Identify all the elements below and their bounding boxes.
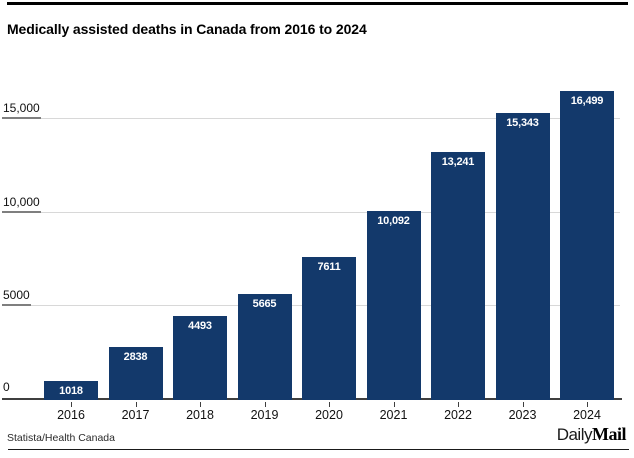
bar-value-label: 7611 (317, 261, 341, 274)
x-axis-tick (329, 402, 330, 407)
x-axis-tick-label: 2024 (573, 408, 601, 422)
bar-2023: 15,343 (495, 112, 550, 400)
x-axis-tick-label: 2021 (379, 408, 408, 422)
y-axis-tick-label: 0 (3, 380, 10, 394)
bar-column-2020: 7611 2020 (302, 257, 356, 421)
bar-2017: 2838 (108, 346, 163, 400)
y-axis-tick-label: 15,000 (2, 102, 41, 119)
bar-value-label: 4493 (188, 319, 212, 332)
x-axis-tick-label: 2023 (508, 408, 537, 422)
bar-chart-plot-area: 0 5000 10,000 15,000 1018 2016 2838 2017 4493 20… (0, 85, 634, 421)
chart-title: Medically assisted deaths in Canada from… (7, 21, 367, 37)
top-rule (7, 2, 628, 5)
x-axis-tick-label: 2016 (57, 408, 85, 422)
x-axis-tick-label: 2018 (186, 408, 214, 422)
x-axis-tick (264, 402, 266, 407)
x-axis-tick (71, 402, 72, 407)
dailymail-logo-mail: Mail (592, 424, 627, 444)
bars-container: 1018 2016 2838 2017 4493 2018 5665 2019 7611 2020… (44, 85, 614, 421)
dailymail-logo: DailyMail (556, 424, 627, 445)
bar-2020: 7611 (302, 257, 356, 400)
bar-value-label: 13,241 (441, 155, 475, 168)
source-attribution: Statista/Health Canada (7, 432, 115, 444)
x-axis-tick-label: 2022 (444, 408, 472, 422)
bar-2022: 13,241 (431, 151, 485, 400)
bar-value-label: 2838 (123, 350, 148, 363)
y-axis-tick-label: 10,000 (2, 196, 41, 213)
bottom-rule (8, 449, 629, 450)
x-axis-tick-label: 2019 (250, 408, 279, 422)
bar-column-2023: 15,343 2023 (495, 112, 550, 421)
bar-value-label: 1018 (59, 384, 83, 397)
x-axis-tick (458, 402, 459, 407)
bar-value-label: 15,343 (506, 116, 539, 129)
bar-2024: 16,499 (560, 90, 614, 400)
bar-value-label: 5665 (252, 297, 277, 310)
x-axis-tick-label: 2017 (121, 408, 150, 422)
bar-column-2017: 2838 2017 (108, 346, 163, 421)
y-axis-tick-label: 5000 (2, 289, 31, 307)
bar-column-2016: 1018 2016 (44, 380, 98, 421)
bar-value-label: 16,499 (570, 94, 604, 107)
gridline (2, 117, 620, 119)
bar-2021: 10,092 (366, 210, 421, 400)
bar-column-2024: 16,499 2024 (560, 90, 614, 421)
bar-2016: 1018 (44, 380, 98, 400)
gridline (2, 211, 620, 213)
bar-column-2018: 4493 2018 (173, 315, 227, 421)
x-axis-tick (135, 402, 137, 407)
x-axis-tick (200, 402, 201, 407)
x-axis-tick (522, 402, 524, 407)
dailymail-logo-daily: Daily (556, 425, 593, 444)
bar-column-2019: 5665 2019 (237, 293, 292, 421)
x-axis-tick (393, 402, 395, 407)
bar-value-label: 10,092 (377, 214, 410, 227)
bar-2019: 5665 (237, 293, 292, 400)
x-axis-tick (587, 402, 588, 407)
bar-column-2021: 10,092 2021 (366, 210, 421, 421)
x-axis-tick-label: 2020 (315, 408, 343, 422)
bar-2018: 4493 (173, 315, 227, 400)
bar-column-2022: 13,241 2022 (431, 151, 485, 421)
